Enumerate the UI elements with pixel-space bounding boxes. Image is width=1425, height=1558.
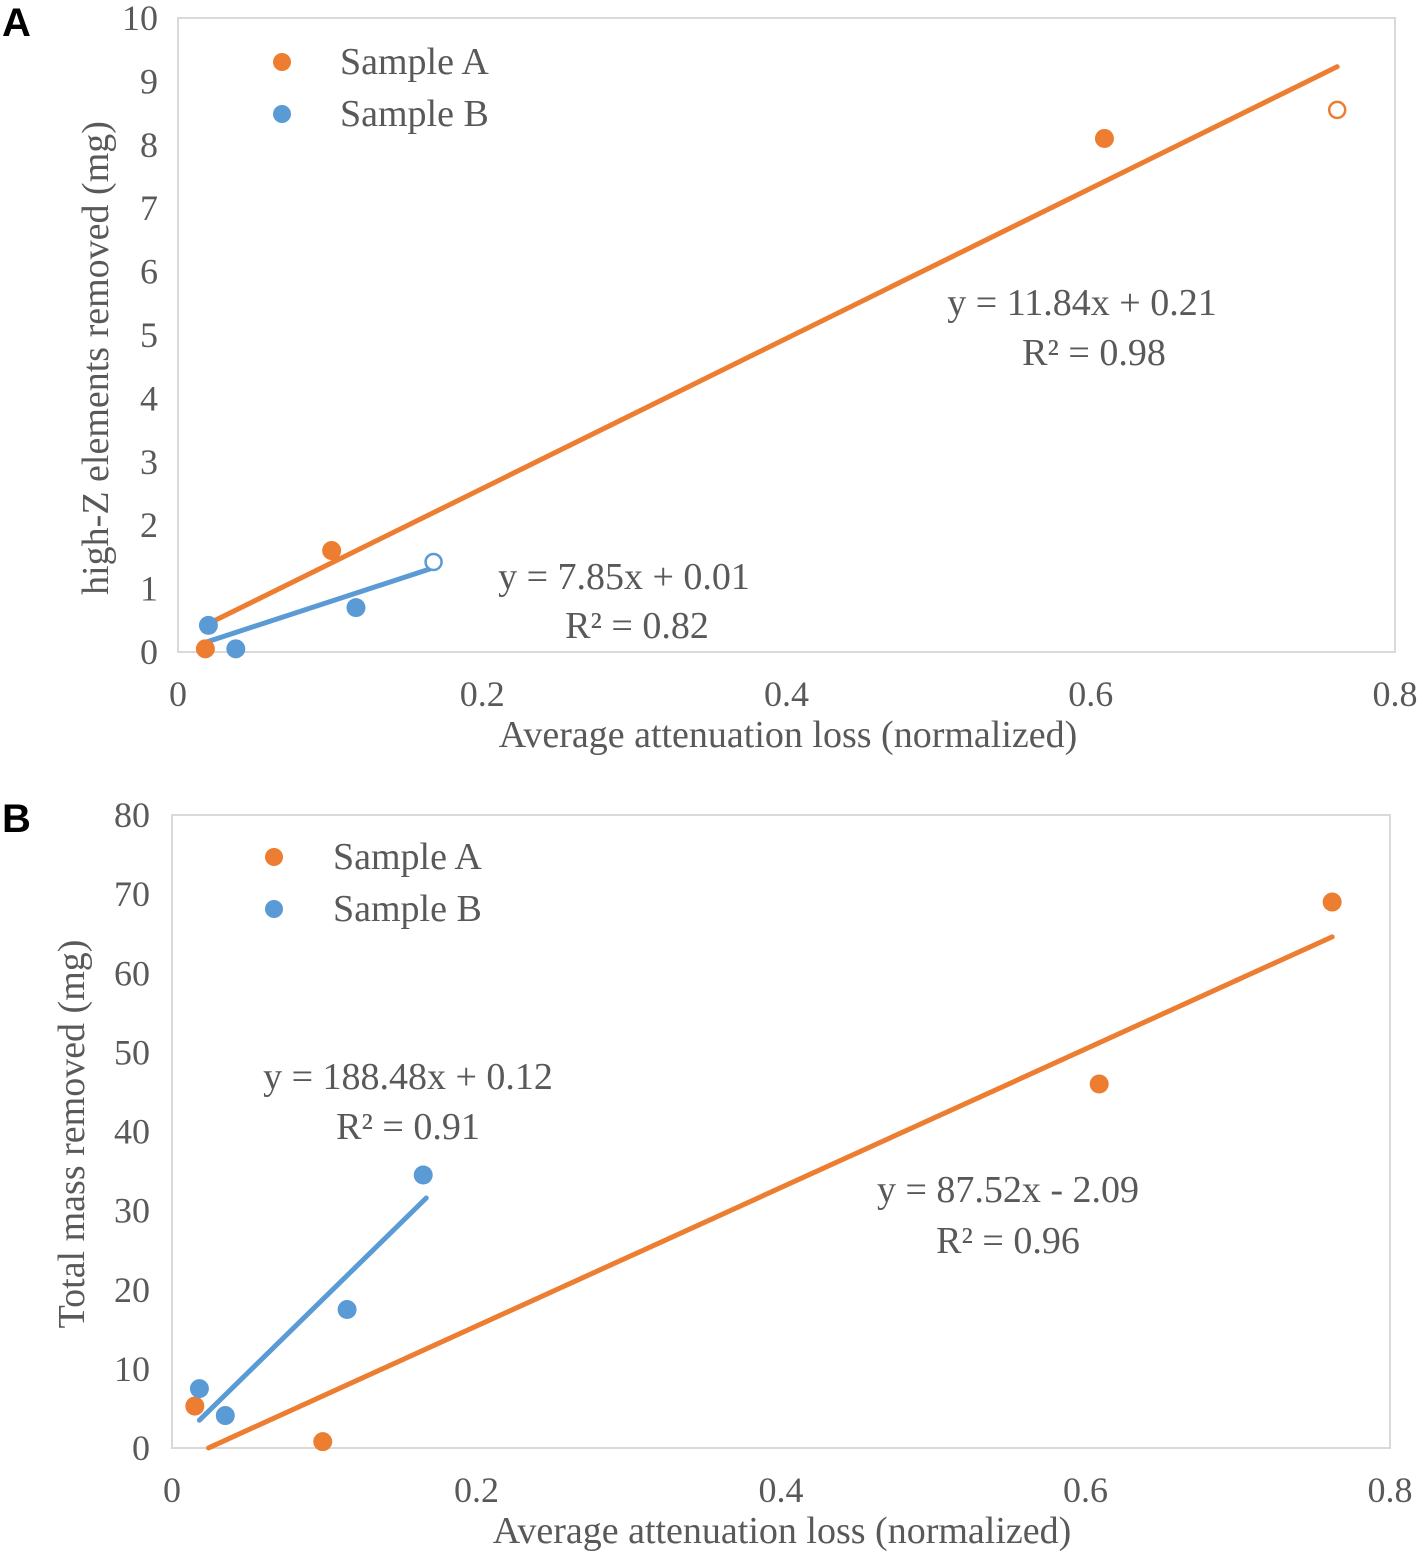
panel-a-x-axis-title: Average attenuation loss (normalized) — [499, 714, 1078, 756]
legend-marker-sample-a — [265, 848, 283, 866]
panel-b-plot-frame — [171, 814, 1391, 1449]
panel-b-x-axis-title: Average attenuation loss (normalized) — [493, 1510, 1072, 1552]
panel-a-point-sample-a — [322, 541, 342, 561]
panel-b-trendline-sample-b — [196, 1195, 429, 1423]
panel-a-x-tick-label: 0.4 — [764, 674, 809, 714]
panel-a-point-sample-a — [195, 639, 215, 659]
legend-label-sample-b: Sample B — [340, 93, 489, 135]
panel-b-y-axis-title: Total mass removed (mg) — [51, 940, 93, 1329]
legend-marker-sample-a — [273, 53, 291, 71]
panel-a-point-sample-b — [424, 552, 443, 572]
panel-b-legend: Sample A Sample B — [265, 836, 482, 930]
panel-a-point-sample-b — [346, 598, 366, 618]
panel-a-x-tick-label: 0.2 — [460, 674, 505, 714]
panel-a-x-tick-label: 0 — [169, 674, 187, 714]
legend-marker-sample-b — [265, 900, 283, 918]
panel-b-y-tick-label: 70 — [114, 874, 150, 914]
panel-b-point-sample-b — [215, 1406, 235, 1426]
panel-a-y-tick-label: 1 — [140, 569, 158, 609]
panel-b-point-sample-a — [313, 1432, 333, 1452]
panel-a-y-tick-label: 3 — [140, 442, 158, 482]
legend-label-sample-a: Sample A — [340, 41, 489, 83]
panel-b-x-tick-label: 0.8 — [1368, 1470, 1413, 1510]
panel-a-y-tick-label: 0 — [140, 632, 158, 672]
panel-b-y-tick-label: 40 — [114, 1112, 150, 1152]
panel-a-y-ticks: 0 1 2 3 4 5 6 7 8 9 10 — [122, 0, 158, 672]
panel-b-points — [185, 892, 1342, 1452]
panel-b-y-tick-label: 50 — [114, 1032, 150, 1072]
panel-a-points — [195, 100, 1347, 659]
panel-a-sample-b-equation: y = 7.85x + 0.01 — [498, 556, 750, 598]
panel-a-legend: Sample A Sample B — [273, 41, 489, 135]
panel-b-sample-b-equation: y = 188.48x + 0.12 — [263, 1056, 553, 1098]
panel-b-point-sample-a — [185, 1396, 205, 1416]
panel-b-y-tick-label: 0 — [132, 1428, 150, 1468]
panel-a-plot-frame — [177, 17, 1396, 653]
panel-a: A 0 1 2 3 4 5 6 7 8 9 10 0 0.2 0.4 0.6 0.8 Sample A Sa… — [2, 0, 1418, 756]
panel-b-point-sample-b — [337, 1300, 357, 1320]
panel-a-y-tick-label: 2 — [140, 505, 158, 545]
panel-b-trendline-sample-a — [206, 934, 1335, 1451]
panel-a-point-sample-b — [226, 639, 246, 659]
panel-a-point-sample-a — [1094, 128, 1114, 148]
panel-b-x-ticks: 0 0.2 0.4 0.6 0.8 — [163, 1470, 1413, 1510]
panel-b-point-sample-a — [1089, 1074, 1109, 1094]
panel-a-letter: A — [2, 1, 31, 45]
panel-b-point-sample-a — [1322, 892, 1342, 912]
panel-b-point-sample-b — [189, 1379, 209, 1399]
panel-a-y-axis-title: high-Z elements removed (mg) — [75, 121, 117, 595]
panel-a-y-tick-label: 5 — [140, 315, 158, 355]
panel-b-letter: B — [2, 797, 31, 841]
panel-b-sample-a-equation: y = 87.52x - 2.09 — [877, 1169, 1139, 1211]
panel-a-x-ticks: 0 0.2 0.4 0.6 0.8 — [169, 674, 1418, 714]
panel-a-point-sample-b — [198, 615, 218, 635]
panel-b: B 0 10 20 30 40 50 60 70 80 0 0.2 0.4 0.6 0.8 Sample… — [2, 795, 1413, 1552]
panel-a-sample-b-r2: R² = 0.82 — [565, 605, 709, 647]
panel-b-y-tick-label: 80 — [114, 795, 150, 835]
panel-a-y-tick-label: 8 — [140, 125, 158, 165]
legend-label-sample-b: Sample B — [333, 888, 482, 930]
panel-a-y-tick-label: 7 — [140, 188, 158, 228]
panel-b-y-tick-label: 20 — [114, 1270, 150, 1310]
panel-a-sample-a-r2: R² = 0.98 — [1022, 332, 1166, 374]
panel-b-y-tick-label: 10 — [114, 1349, 150, 1389]
panel-a-sample-a-equation: y = 11.84x + 0.21 — [947, 282, 1216, 324]
panel-b-x-tick-label: 0 — [163, 1470, 181, 1510]
panel-b-x-tick-label: 0.6 — [1063, 1470, 1108, 1510]
panel-a-point-sample-a — [1327, 100, 1347, 120]
panel-a-trendlines — [202, 64, 1340, 645]
legend-label-sample-a: Sample A — [333, 836, 482, 878]
panel-a-x-tick-label: 0.8 — [1373, 674, 1418, 714]
panel-b-point-sample-b — [413, 1165, 433, 1185]
panel-b-y-tick-label: 30 — [114, 1191, 150, 1231]
panel-a-trendline-sample-b — [202, 565, 437, 645]
panel-a-trendline-sample-a — [202, 64, 1340, 628]
panel-b-trendlines — [196, 934, 1335, 1451]
panel-a-y-tick-label: 4 — [140, 378, 158, 418]
panel-b-sample-b-r2: R² = 0.91 — [336, 1106, 480, 1148]
legend-marker-sample-b — [273, 105, 291, 123]
panel-b-x-tick-label: 0.4 — [759, 1470, 804, 1510]
panel-a-x-tick-label: 0.6 — [1068, 674, 1113, 714]
panel-a-y-tick-label: 6 — [140, 252, 158, 292]
panel-a-y-tick-label: 10 — [122, 0, 158, 38]
panel-b-y-ticks: 0 10 20 30 40 50 60 70 80 — [114, 795, 150, 1468]
panel-b-sample-a-r2: R² = 0.96 — [936, 1220, 1080, 1262]
panel-a-y-tick-label: 9 — [140, 61, 158, 101]
panel-b-y-tick-label: 60 — [114, 953, 150, 993]
panel-b-x-tick-label: 0.2 — [454, 1470, 499, 1510]
